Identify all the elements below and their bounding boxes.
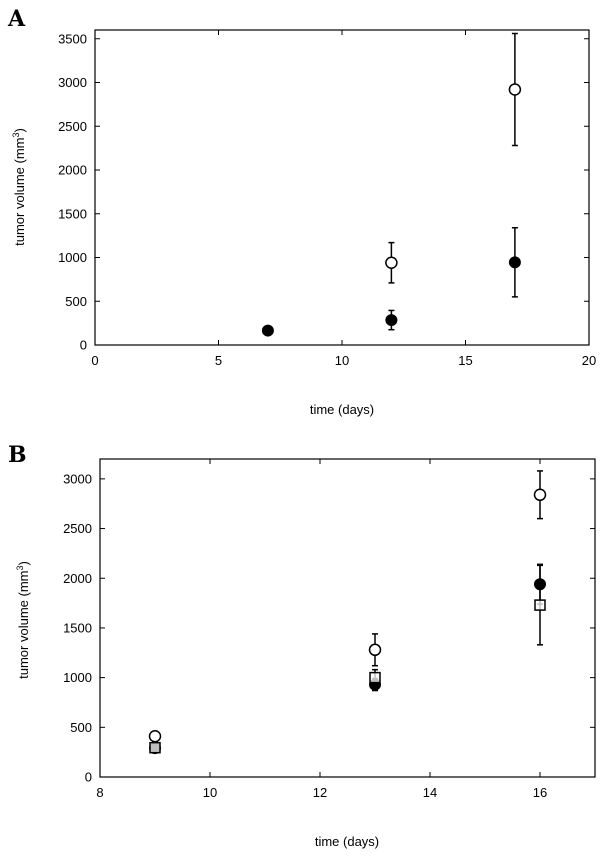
panel-b-marks <box>148 470 547 755</box>
panel-b: B 8 10 12 14 16 0 500 1000 1500 2000 2500 3000 time… <box>8 442 596 849</box>
panel-b-y-tick-label: 0 <box>85 770 92 785</box>
panel-a-x-tick-label: 10 <box>335 353 349 368</box>
panel-a-x-axis-label: time (days) <box>310 402 374 417</box>
panel-a-y-tick-label: 0 <box>80 338 87 353</box>
panel-a-y-tick-label: 500 <box>65 294 87 309</box>
panel-a-y-tick-label: 3000 <box>58 75 87 90</box>
panel-a-y-tick-label: 2500 <box>58 119 87 134</box>
panel-b-y-axis-label: tumor volume (mm3) <box>15 561 31 679</box>
panel-b-x-tick-label: 14 <box>423 785 437 800</box>
panel-b-x-axis-label: time (days) <box>315 834 379 849</box>
panel-a-open-circle-point <box>385 256 398 269</box>
panel-b-open-circle-point <box>368 643 382 657</box>
panel-b-open-circle-point <box>533 488 547 502</box>
panel-a-x-tick-label: 5 <box>215 353 222 368</box>
panel-a: A 0 5 10 15 20 0 500 1000 1500 2000 2500 3000 3500 t… <box>7 6 596 417</box>
panel-b-open-square-point <box>534 599 546 611</box>
panel-a-y-tick-label: 3500 <box>58 31 87 46</box>
panel-b-x-tick-label: 10 <box>203 785 217 800</box>
panel-b-y-tick-label: 500 <box>70 720 92 735</box>
panel-b-x-tick-label: 16 <box>533 785 547 800</box>
panel-b-y-tick-label: 2000 <box>63 571 92 586</box>
panel-b-plot-frame <box>99 458 596 778</box>
panel-b-open-square-point <box>369 671 381 684</box>
panel-a-x-tick-label: 0 <box>91 353 98 368</box>
panel-a-y-tick-label: 1000 <box>58 250 87 265</box>
panel-a-letter: A <box>7 6 26 32</box>
panel-b-x-tick-label: 12 <box>313 785 327 800</box>
panel-a-y-axis-label: tumor volume (mm3) <box>11 128 27 246</box>
panel-b-open-circle-point <box>148 730 162 743</box>
panel-b-y-tick-label: 1500 <box>63 620 92 635</box>
panel-a-y-tick-label: 2000 <box>58 163 87 178</box>
panel-b-x-tick-label: 8 <box>96 785 103 800</box>
panel-a-open-circle-point <box>508 83 522 96</box>
panel-a-x-tick-label: 15 <box>458 353 472 368</box>
panel-a-filled-circle-point <box>385 314 398 327</box>
panel-a-filled-circle-point <box>261 324 274 337</box>
panel-a-x-tick-label: 20 <box>582 353 596 368</box>
panel-b-y-tick-label: 1000 <box>63 670 92 685</box>
panel-a-ticks: 0 5 10 15 20 0 500 1000 1500 2000 2500 3000 3500 <box>58 30 596 368</box>
panel-a-y-tick-label: 1500 <box>58 206 87 221</box>
panel-a-marks <box>261 32 522 337</box>
panel-b-y-tick-label: 2500 <box>63 521 92 536</box>
panel-b-ticks: 8 10 12 14 16 0 500 1000 1500 2000 2500 3000 <box>63 459 595 800</box>
panel-a-filled-circle-point <box>508 256 521 269</box>
panel-b-letter: B <box>8 442 27 468</box>
panel-b-y-tick-label: 3000 <box>63 471 92 486</box>
panel-b-open-square-point <box>149 741 161 754</box>
